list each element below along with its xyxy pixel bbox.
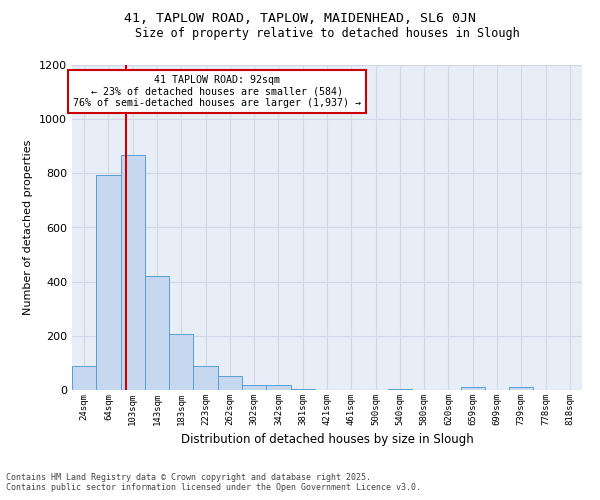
Bar (388, 388, 412, 390)
Title: Size of property relative to detached houses in Slough: Size of property relative to detached ho… (134, 27, 520, 40)
Bar (242, 384, 266, 390)
Text: 41, TAPLOW ROAD, TAPLOW, MAIDENHEAD, SL6 0JN: 41, TAPLOW ROAD, TAPLOW, MAIDENHEAD, SL6… (124, 12, 476, 26)
Bar (145, 276, 169, 390)
X-axis label: Distribution of detached houses by size in Slough: Distribution of detached houses by size … (181, 434, 473, 446)
Text: 41 TAPLOW ROAD: 92sqm
← 23% of detached houses are smaller (584)
76% of semi-det: 41 TAPLOW ROAD: 92sqm ← 23% of detached … (73, 74, 361, 108)
Bar (461, 388, 485, 390)
Bar (509, 388, 533, 390)
Bar (72, 366, 96, 390)
Bar (121, 155, 145, 390)
Y-axis label: Number of detached properties: Number of detached properties (23, 140, 34, 315)
Bar (193, 366, 218, 390)
Text: Contains HM Land Registry data © Crown copyright and database right 2025.: Contains HM Land Registry data © Crown c… (6, 474, 371, 482)
Bar (266, 384, 290, 390)
Text: Contains public sector information licensed under the Open Government Licence v3: Contains public sector information licen… (6, 484, 421, 492)
Bar (290, 388, 315, 390)
Bar (169, 334, 193, 390)
Bar (96, 174, 121, 390)
Bar (218, 376, 242, 390)
